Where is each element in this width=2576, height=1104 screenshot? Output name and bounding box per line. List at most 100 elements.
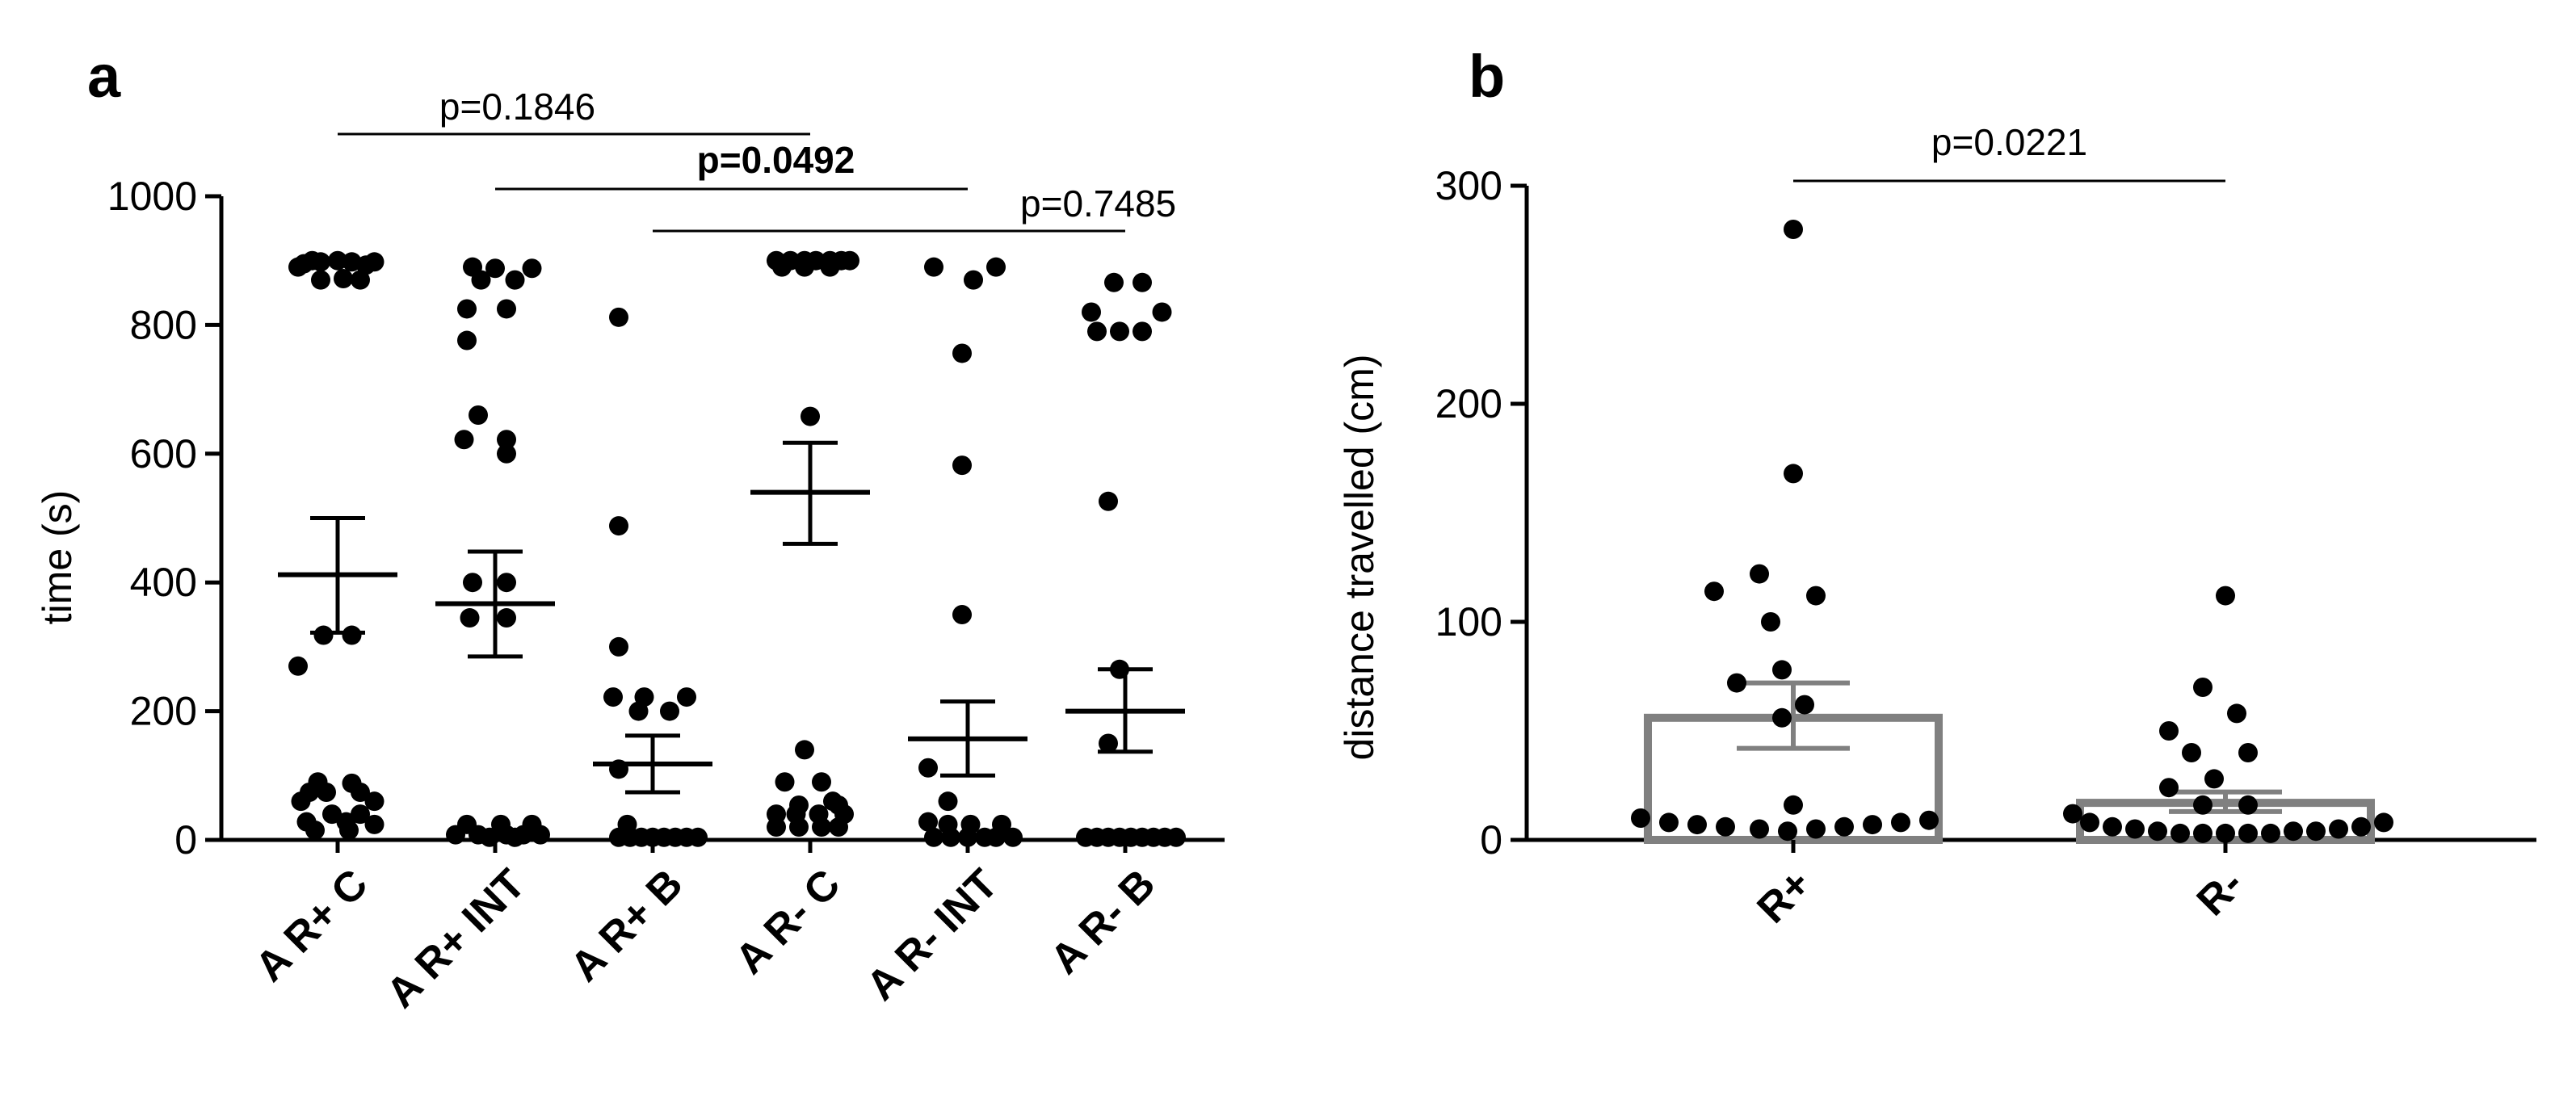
panel-a-y-tick-label: 1000 [107,174,197,219]
panel-b-data-point [1795,695,1814,715]
panel-a-data-point [457,299,477,319]
panel-a-data-point [986,257,1006,277]
panel-a-data-point [609,516,628,536]
panel-a-data-point [505,270,525,290]
panel-a-data-point [463,573,482,593]
panel-b-data-point [2080,812,2099,833]
panel-b-data-point [2182,743,2201,762]
panel-b-letter: b [1469,43,1505,110]
panel-a-data-point [660,701,679,721]
panel-a-category-label: A R- C [726,860,849,983]
panel-b-data-point [2063,804,2082,824]
panel-b-category-labels: R+ R- [1748,860,2252,932]
panel-a-data-point [471,270,491,290]
panel-a-data-point [497,443,516,464]
panel-a-data-point [1110,321,1129,342]
panel-b-data-point [1761,612,1780,632]
panel-a-data-point [356,255,376,275]
panel-a-data-point [609,307,628,327]
panel-b-data-point [1772,707,1792,728]
panel-a-data-point [317,783,336,803]
panel-b: b 0 100 200 300 R+ R- p=0.0221 distance trav… [1337,43,2536,933]
panel-a-data-point [1133,321,1152,342]
panel-a-y-tick-label: 600 [130,431,197,476]
panel-a-category-label: A R+ B [561,860,691,990]
panel-a-data-point [531,825,550,845]
panel-b-p-value: p=0.0221 [1931,121,2087,163]
panel-a-data-point [497,430,516,450]
panel-a-category-label: A R+ INT [378,860,535,1017]
panel-a-data-point [446,825,465,845]
panel-a-data-point [351,783,370,803]
panel-a-data-point [469,405,488,425]
panel-a-data-point [1003,827,1023,847]
panel-a-data-point [328,250,347,271]
panel-a-data-point [795,257,814,277]
panel-a-data-point [801,406,820,426]
panel-a-p-value: p=0.7485 [1020,183,1176,225]
panel-a-data-point [767,817,786,837]
panel-a-data-point [958,827,977,847]
panel-a-data-point [505,827,525,847]
panel-b-comparisons: p=0.0221 [1793,121,2225,183]
panel-b-data-point [2216,823,2235,843]
panel-b-data-point [1716,816,1735,837]
panel-a-data-point [497,299,516,319]
panel-a-data-point [1099,491,1118,511]
panel-a-data-point [288,257,308,277]
panel-a-data-point [918,758,938,778]
panel-a-data-point [480,827,499,847]
panel-a-p-value: p=0.1846 [439,86,595,128]
panel-b-data-point [1806,819,1826,839]
panel-a-marks [219,196,1225,853]
panel-a-data-point [339,821,359,841]
panel-b-data-point [2204,769,2224,789]
panel-a-comparisons: p=0.1846 p=0.0492 p=0.7485 [338,86,1176,233]
panel-a-data-point [964,270,983,290]
panel-b-data-point [2351,816,2371,837]
panel-a-data-point [322,804,342,825]
panel-a-data-point [364,791,385,812]
panel-a-data-point [485,258,505,279]
panel-b-data-point [2238,743,2258,762]
panel-a-data-point [840,250,859,271]
panel-a-data-point [986,827,1006,847]
panel-b-data-point [1834,816,1854,837]
panel-b-data-point [2238,823,2258,843]
panel-b-data-point [2329,819,2348,839]
panel-a-p-value: p=0.0492 [697,139,855,181]
panel-b-data-point [2238,795,2258,815]
panel-a-data-point [952,343,972,363]
panel-b-data-point [1778,821,1797,842]
panel-a-data-point [1082,302,1101,322]
panel-a-data-point [1133,272,1152,292]
panel-b-data-point [1891,812,1910,833]
panel-a-data-point [795,740,814,760]
panel-a-data-point [688,827,708,847]
panel-b-category-label: R- [2188,860,2253,925]
panel-a-data-point [522,258,542,279]
panel-a-data-point [351,804,370,825]
panel-a-y-ticks: 0 200 400 600 800 1000 [107,174,221,863]
panel-a-data-point [952,455,972,476]
panel-b-y-tick-label: 300 [1435,163,1502,208]
panel-b-data-point [1806,586,1826,606]
panel-a-data-point [941,827,960,847]
panel-b-data-point [1704,581,1724,602]
panel-b-data-point [1727,673,1746,693]
panel-a-y-tick-label: 400 [130,560,197,605]
panel-b-data-point [1863,815,1882,835]
panel-a-data-point [288,656,308,676]
panel-a-data-point [924,257,943,277]
panel-b-data-point [1750,564,1769,584]
panel-a-data-point [311,270,330,290]
panel-a-data-point [938,791,958,812]
panel-b-y-tick-label: 100 [1435,599,1502,644]
panel-b-marks [1524,186,2536,853]
panel-a-data-point [918,812,938,832]
panel-b-data-point [1631,808,1650,828]
panel-a-data-point [1104,272,1124,292]
panel-a-data-point [457,330,477,351]
